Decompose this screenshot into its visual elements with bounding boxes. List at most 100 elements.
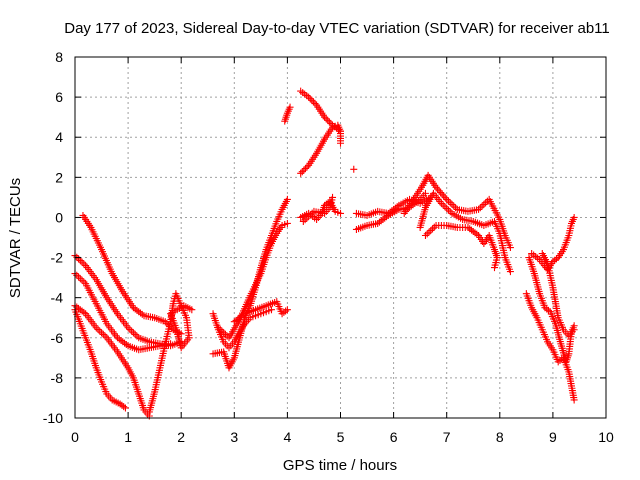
data-point-marker — [464, 223, 472, 231]
data-point-marker — [375, 218, 383, 226]
data-point-marker — [374, 219, 382, 227]
data-point-marker — [570, 213, 578, 221]
axis-ticks — [74, 56, 607, 419]
data-point-marker — [324, 116, 332, 124]
data-point-marker — [299, 217, 307, 225]
series-track-f — [145, 290, 196, 416]
data-point-marker — [441, 194, 449, 202]
data-point-marker — [96, 327, 104, 335]
data-point-marker — [297, 169, 305, 177]
data-point-marker — [570, 396, 578, 404]
data-point-marker — [75, 255, 83, 263]
x-tick-label: 4 — [284, 429, 292, 445]
data-point-marker — [301, 216, 309, 224]
data-point-marker — [432, 183, 440, 191]
data-point-marker — [220, 329, 228, 337]
data-point-marker — [482, 199, 490, 207]
data-point-marker — [131, 330, 139, 338]
data-point-marker — [99, 330, 107, 338]
data-point-marker — [337, 209, 344, 217]
data-point-marker — [309, 98, 317, 106]
data-point-marker — [117, 336, 125, 344]
x-tick-label: 8 — [496, 429, 504, 445]
data-point-marker — [466, 225, 474, 233]
data-point-marker — [278, 310, 286, 318]
y-tick-label: -6 — [51, 330, 64, 346]
data-point-marker — [440, 192, 448, 200]
series-track-o — [299, 193, 337, 225]
data-point-marker — [128, 327, 136, 335]
series-track-y — [538, 250, 578, 340]
data-point-marker — [444, 206, 452, 214]
data-point-marker — [329, 193, 337, 201]
series-track-r — [352, 189, 429, 233]
data-point-marker — [325, 118, 333, 126]
data-point-marker — [490, 264, 498, 272]
data-point-marker — [280, 308, 288, 316]
series-track-e — [71, 306, 129, 412]
data-point-marker — [541, 304, 549, 312]
data-point-marker — [379, 215, 387, 223]
data-point-marker — [441, 203, 449, 211]
y-tick-label: 2 — [55, 169, 63, 185]
data-point-marker — [283, 219, 291, 227]
data-point-marker — [570, 326, 578, 334]
data-point-marker — [298, 168, 306, 176]
data-point-marker — [300, 166, 308, 174]
data-point-marker — [306, 211, 314, 219]
data-point-marker — [444, 197, 452, 205]
data-point-marker — [429, 225, 437, 233]
data-point-marker — [138, 310, 146, 318]
data-point-marker — [322, 200, 330, 208]
y-tick-label: -10 — [43, 410, 63, 426]
data-point-marker — [321, 113, 329, 121]
data-point-marker — [437, 199, 445, 207]
data-point-marker — [306, 95, 314, 103]
data-point-marker — [283, 306, 291, 314]
data-point-marker — [129, 304, 137, 312]
data-point-marker — [438, 190, 446, 198]
data-point-marker — [435, 187, 443, 195]
data-point-marker — [421, 231, 429, 239]
data-point-marker — [551, 256, 559, 264]
data-point-marker — [448, 200, 456, 208]
data-point-marker — [321, 201, 329, 209]
data-point-marker — [73, 271, 81, 279]
data-point-marker — [383, 213, 391, 221]
data-point-marker — [437, 189, 445, 197]
data-point-marker — [434, 185, 442, 193]
data-point-marker — [94, 325, 102, 333]
data-point-marker — [267, 306, 275, 314]
data-point-marker — [119, 338, 127, 346]
data-point-marker — [98, 329, 106, 337]
y-tick-label: 0 — [55, 209, 63, 225]
data-point-marker — [118, 401, 126, 409]
data-point-marker — [115, 335, 123, 343]
data-point-marker — [76, 257, 84, 265]
data-point-marker — [549, 258, 557, 266]
data-point-marker — [552, 255, 560, 263]
data-point-marker — [282, 307, 290, 315]
data-point-marker — [121, 339, 129, 347]
series-track-s — [400, 171, 514, 252]
y-tick-label: 8 — [55, 49, 63, 65]
data-point-marker — [473, 230, 481, 238]
data-point-marker — [188, 306, 196, 314]
data-point-marker — [236, 314, 244, 322]
data-point-marker — [467, 226, 475, 234]
data-point-marker — [478, 202, 486, 210]
data-point-marker — [237, 312, 245, 320]
data-point-marker — [221, 330, 229, 338]
data-point-marker — [80, 260, 88, 268]
data-point-marker — [136, 309, 144, 317]
data-point-marker — [350, 165, 358, 173]
data-point-marker — [450, 202, 458, 210]
data-point-marker — [480, 200, 488, 208]
x-tick-label: 10 — [598, 429, 614, 445]
y-tick-label: -8 — [51, 370, 64, 386]
x-tick-label: 5 — [337, 429, 345, 445]
data-point-marker — [506, 268, 514, 276]
data-point-marker — [283, 195, 291, 203]
